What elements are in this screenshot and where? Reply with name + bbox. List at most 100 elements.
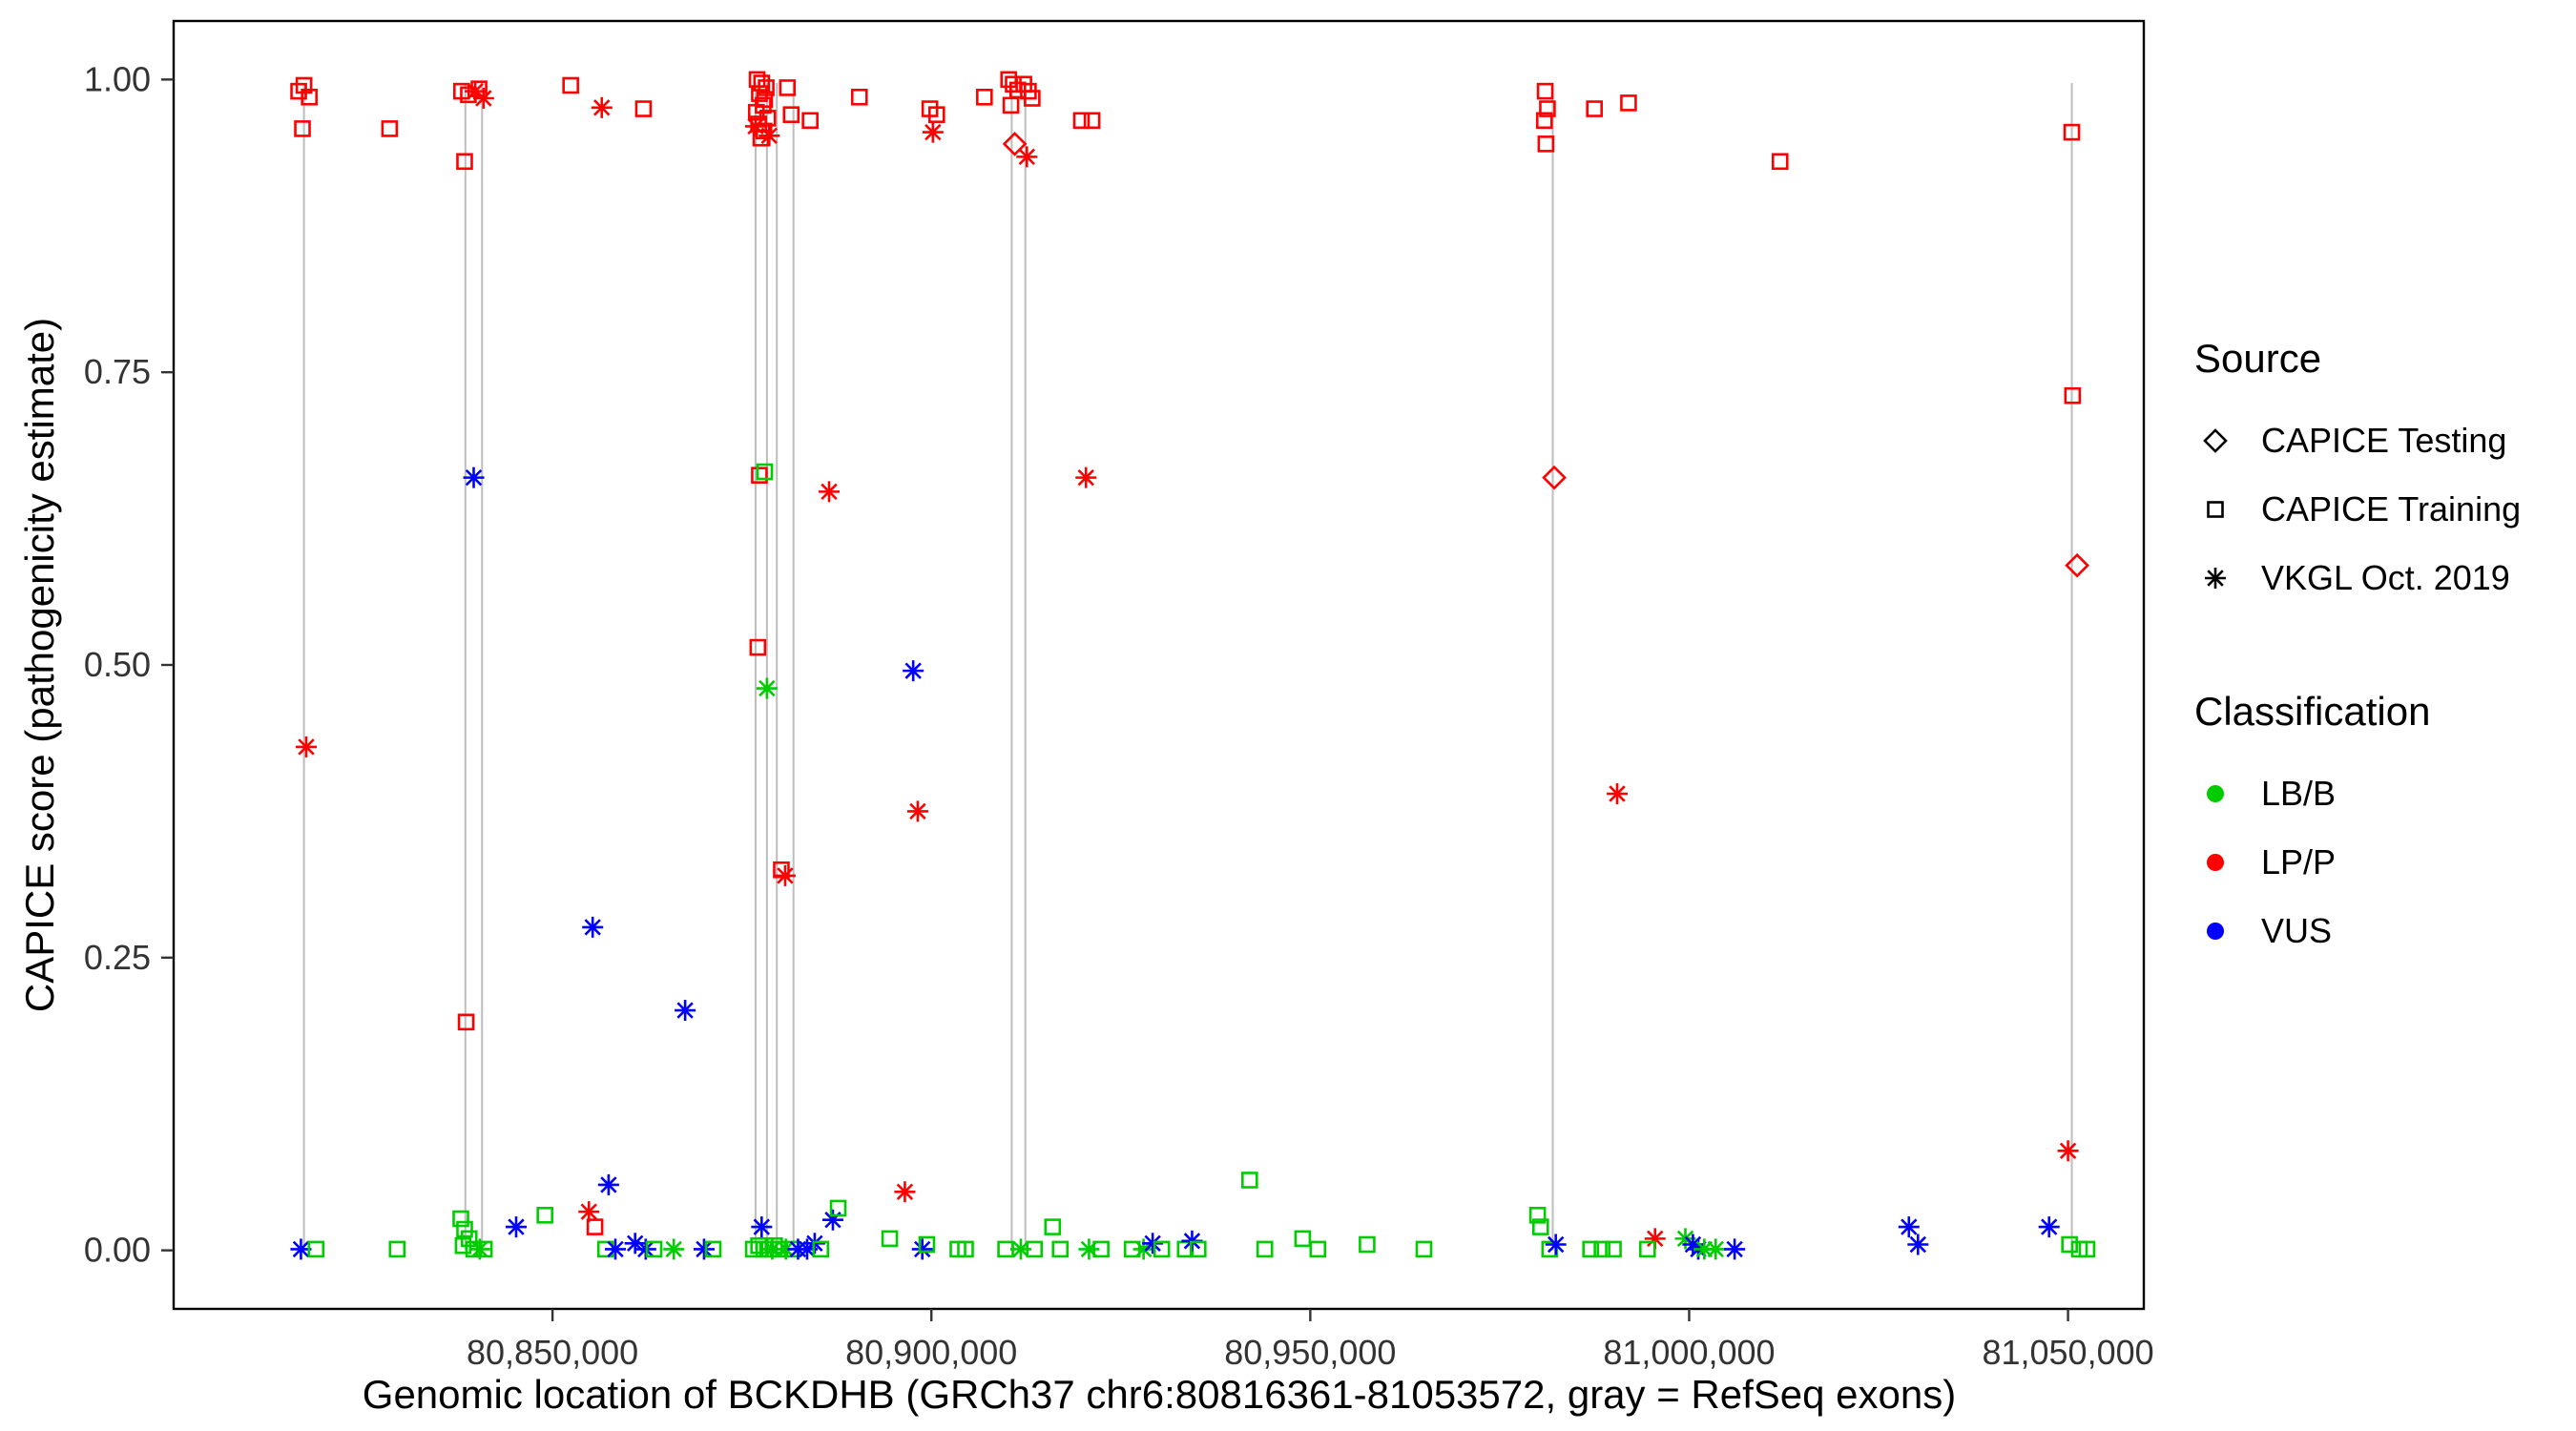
legend-source-item-label: VKGL Oct. 2019 <box>2261 558 2510 597</box>
data-point-test <box>1002 132 1028 156</box>
data-point-train <box>1002 96 1020 114</box>
data-point-train <box>562 76 579 94</box>
data-point-vkgl <box>582 916 604 938</box>
square-icon <box>2207 501 2224 518</box>
data-point-train <box>976 88 993 106</box>
legend-source-items: CAPICE Testing CAPICE Training VKGL Oct. 2… <box>2194 406 2566 612</box>
legend-classification-item: VUS <box>2194 897 2566 965</box>
data-point-vkgl <box>1724 1238 1746 1260</box>
data-point-vkgl <box>903 660 924 682</box>
data-point-train <box>1536 82 1554 100</box>
data-point-train <box>758 110 777 127</box>
data-point-vkgl <box>463 467 485 488</box>
data-point-vkgl <box>774 864 796 886</box>
data-point-train <box>749 638 767 656</box>
data-point-vkgl <box>1705 1238 1727 1260</box>
data-point-train <box>1024 90 1041 107</box>
data-point-train <box>290 82 307 100</box>
data-point-vkgl <box>1607 783 1629 804</box>
data-point-train <box>2063 123 2081 141</box>
data-point-train <box>2064 386 2082 404</box>
legend-source-item: CAPICE Testing <box>2194 406 2566 475</box>
data-point-train <box>801 112 819 130</box>
data-point-train <box>927 106 945 123</box>
data-point-train <box>850 88 868 106</box>
data-point-train <box>452 1210 469 1228</box>
data-point-train <box>456 1220 473 1238</box>
data-point-vkgl <box>756 677 778 699</box>
legend-classification-item-label: LB/B <box>2261 774 2337 813</box>
y-tick-label: 0.50 <box>84 645 151 684</box>
y-tick-label: 0.25 <box>84 938 151 977</box>
data-point-vkgl <box>1075 467 1097 488</box>
data-point-vkgl <box>505 1216 527 1238</box>
data-point-train <box>536 1207 553 1224</box>
data-point-train <box>1605 1240 1622 1258</box>
data-point-train <box>1620 94 1637 112</box>
data-point-train <box>1528 1207 1547 1224</box>
data-point-vkgl <box>758 125 780 147</box>
data-point-train <box>1535 112 1553 130</box>
data-point-train <box>1638 1240 1656 1258</box>
legend-source-item-label: CAPICE Training <box>2261 489 2522 529</box>
data-point-train <box>1586 100 1603 117</box>
data-point-vkgl <box>1545 1234 1567 1255</box>
legend-classification-item: LP/P <box>2194 828 2566 897</box>
data-point-train <box>1190 1240 1207 1258</box>
data-point-vkgl <box>693 1238 715 1260</box>
data-point-train <box>307 1240 325 1258</box>
data-point-train <box>881 1230 899 1248</box>
data-point-train <box>1539 100 1556 117</box>
data-point-train <box>1593 1240 1610 1258</box>
data-point-train <box>1044 1218 1062 1235</box>
data-point-train <box>456 153 473 171</box>
data-point-vkgl <box>295 736 317 757</box>
data-point-train <box>1092 1240 1110 1258</box>
data-point-train <box>1026 1240 1044 1258</box>
data-point-train <box>475 1240 493 1258</box>
circle-icon <box>2207 785 2224 802</box>
x-tick-label: 81,000,000 <box>1603 1333 1775 1372</box>
data-point-vkgl <box>675 1000 696 1022</box>
data-point-vkgl <box>624 1233 646 1255</box>
legend-classification-item-label: VUS <box>2261 911 2333 950</box>
data-point-train <box>957 1240 974 1258</box>
data-point-train <box>454 1236 472 1255</box>
data-point-vkgl <box>663 1238 685 1260</box>
legend-source-item-label: CAPICE Testing <box>2261 421 2507 460</box>
data-point-train <box>1309 1240 1327 1258</box>
legend-classification-item-label: LP/P <box>2261 842 2337 881</box>
data-point-train <box>2061 1235 2078 1254</box>
data-point-train <box>753 74 771 92</box>
data-point-train <box>388 1240 406 1258</box>
data-point-vkgl <box>819 481 841 503</box>
asterisk-icon <box>2205 568 2226 589</box>
data-point-vkgl <box>906 800 928 822</box>
y-tick-label: 0.00 <box>84 1231 151 1270</box>
data-point-train <box>812 1240 830 1258</box>
data-point-train <box>1537 135 1555 153</box>
data-point-train <box>773 861 790 879</box>
data-point-vkgl <box>605 1238 627 1260</box>
data-point-train <box>1415 1240 1433 1258</box>
data-point-vkgl <box>597 1173 619 1195</box>
data-point-train <box>457 1013 475 1031</box>
data-point-vkgl <box>1907 1234 1929 1255</box>
data-point-vkgl <box>2038 1216 2060 1238</box>
data-point-train <box>1582 1240 1600 1258</box>
data-point-train <box>744 1240 762 1258</box>
data-point-train <box>301 88 318 106</box>
circle-icon <box>2207 854 2224 871</box>
data-point-vkgl <box>744 115 766 137</box>
data-point-vkgl <box>751 1216 773 1238</box>
data-point-vkgl <box>911 1238 933 1260</box>
data-point-train <box>1241 1172 1258 1189</box>
data-point-train <box>381 120 399 137</box>
y-tick-label: 1.00 <box>84 59 151 98</box>
x-tick-label: 80,950,000 <box>1224 1333 1396 1372</box>
legend-source-title: Source <box>2194 336 2322 381</box>
data-point-vkgl <box>821 1209 843 1231</box>
data-point-train <box>704 1240 722 1258</box>
data-point-train <box>1256 1240 1274 1258</box>
